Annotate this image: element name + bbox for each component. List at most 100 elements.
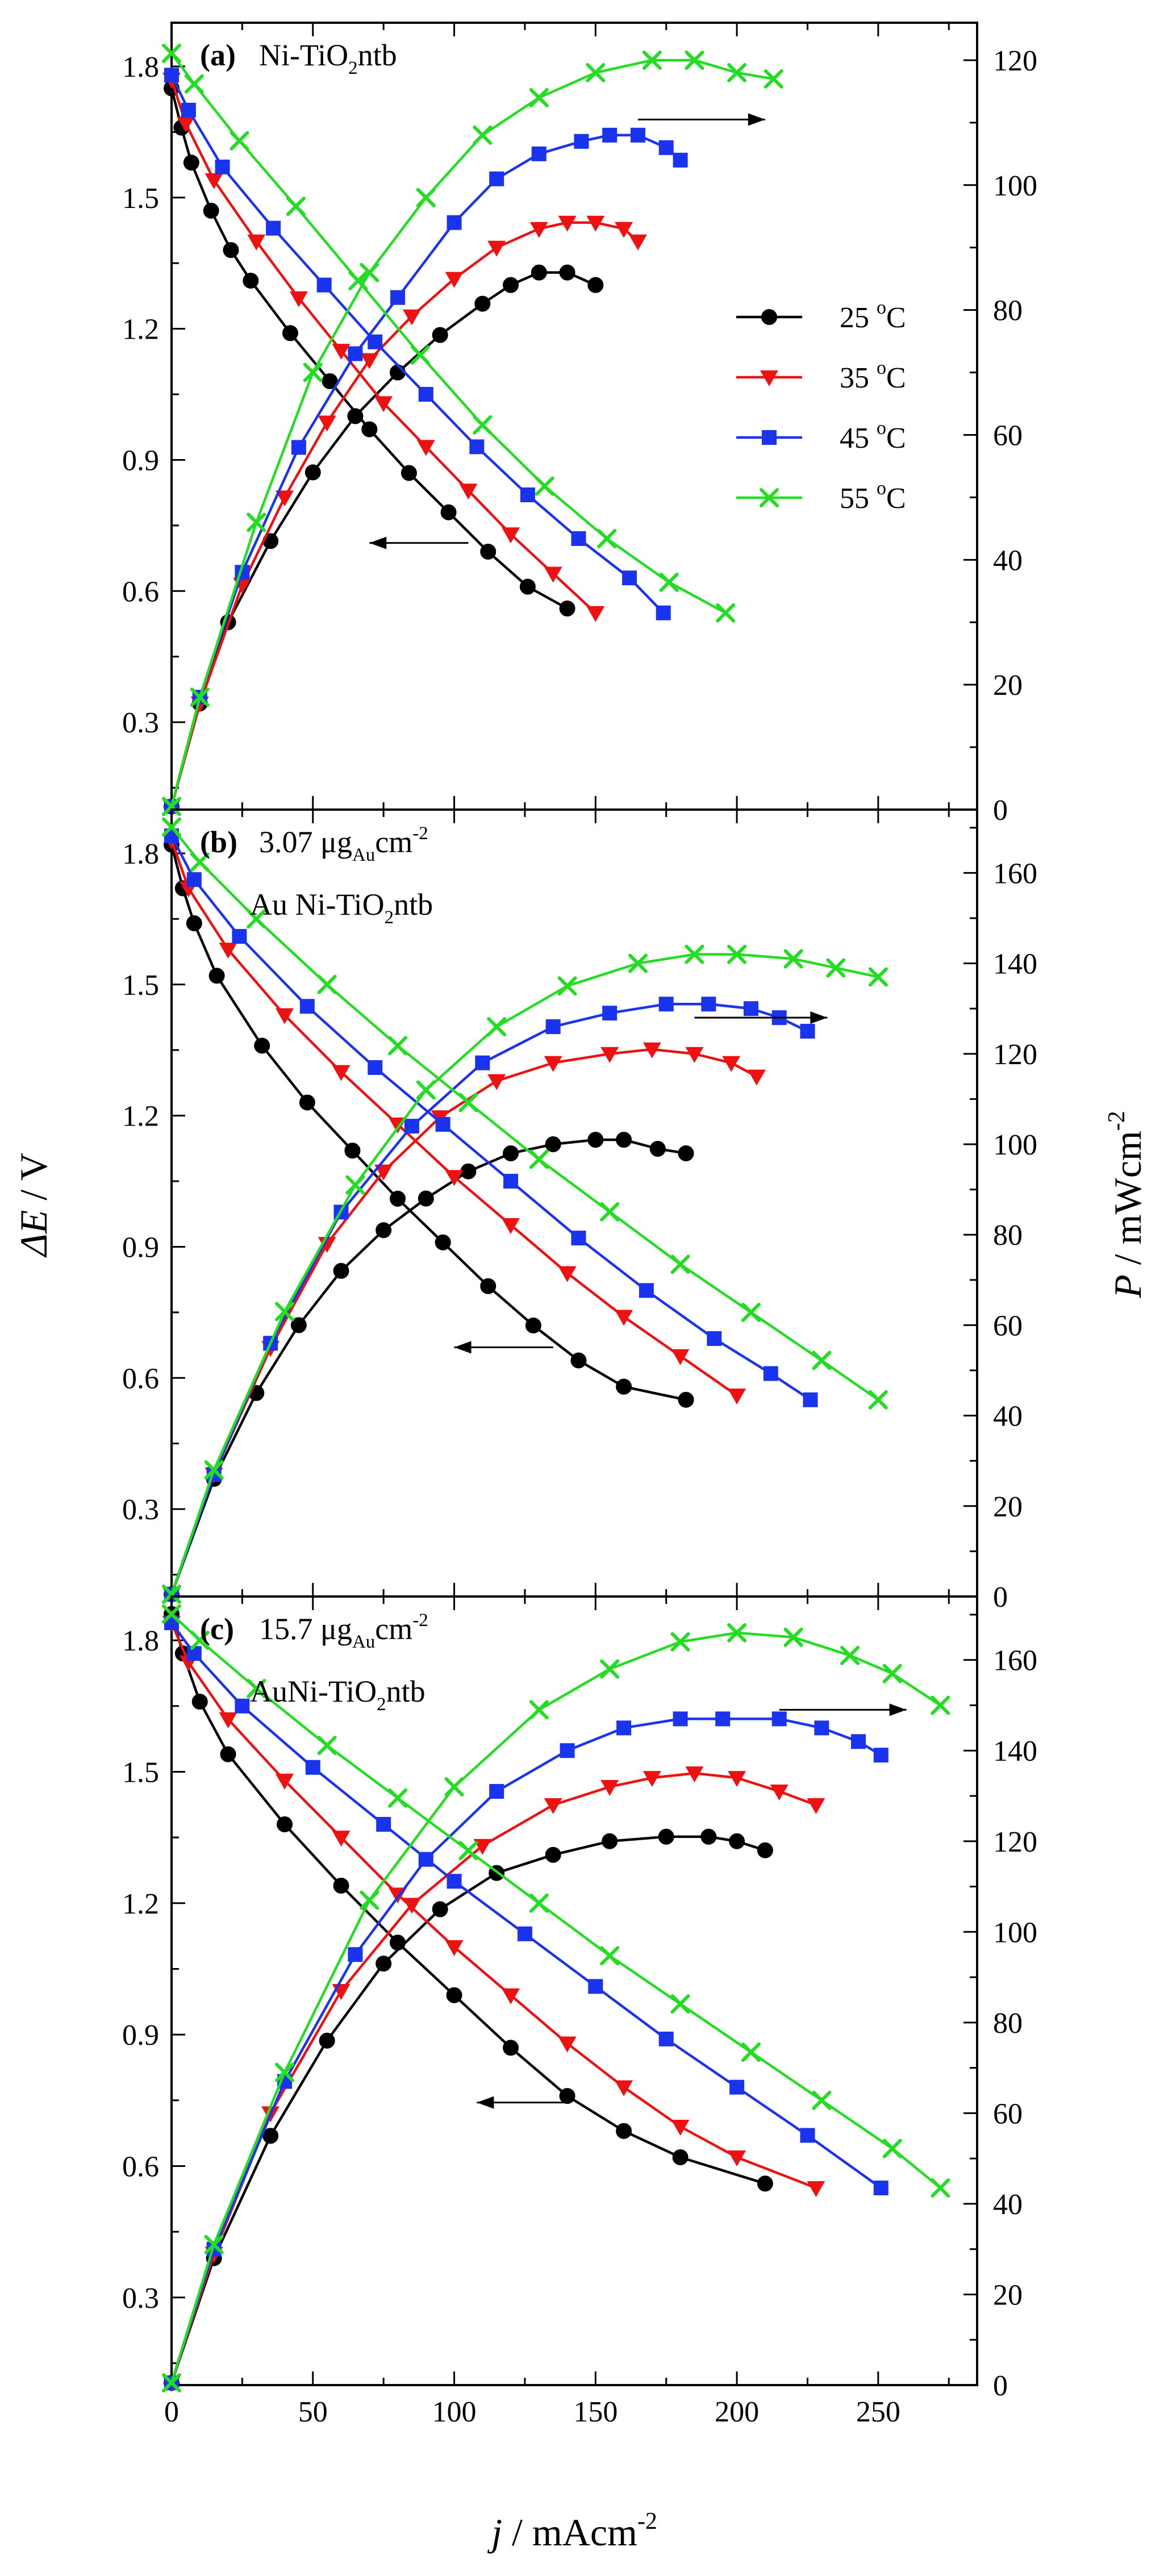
superscript-text: -2 — [1104, 1111, 1130, 1131]
voltage-curve — [170, 840, 738, 1397]
voltage-point — [235, 1698, 250, 1714]
y-left-tick-label: 1.8 — [122, 838, 159, 870]
voltage-point — [480, 1278, 497, 1294]
voltage-point — [186, 872, 202, 887]
voltage-point — [656, 605, 671, 620]
voltage-point — [741, 1302, 761, 1322]
y-right-tick-label: 160 — [993, 1645, 1037, 1677]
legend-label: 45 oC — [840, 418, 906, 455]
voltage-point — [205, 173, 223, 189]
voltage-point — [529, 1893, 549, 1913]
power-point — [757, 1842, 773, 1858]
power-point — [416, 1080, 436, 1100]
y-right-tick-label: 40 — [993, 2189, 1023, 2221]
y-left-tick-label: 0.3 — [122, 707, 159, 739]
voltage-point — [803, 1392, 818, 1407]
power-point — [729, 1833, 745, 1849]
power-point — [262, 2128, 279, 2144]
power-point — [747, 1069, 766, 1086]
y-left-tick-label: 0.9 — [122, 444, 159, 477]
voltage-point — [800, 2128, 815, 2143]
y-left-tick-label: 0.6 — [122, 2150, 159, 2183]
subscript-text: Au — [352, 845, 375, 865]
power-point — [318, 415, 336, 432]
voltage-point — [458, 1093, 478, 1112]
voltage-point — [243, 272, 259, 289]
power-point — [489, 1784, 504, 1799]
power-point — [727, 1623, 747, 1643]
voltage-point — [215, 159, 230, 174]
superscript-text: -2 — [412, 1610, 428, 1631]
power-point — [658, 140, 674, 155]
voltage-point — [728, 1389, 746, 1405]
voltage-point — [374, 396, 393, 412]
power-point — [673, 1711, 688, 1727]
x-tick-label: 0 — [164, 2396, 179, 2428]
voltage-point — [162, 1604, 181, 1624]
arrow-to-left-axis — [454, 1341, 553, 1354]
y-right-tick-label: 60 — [993, 1310, 1023, 1342]
legend-entry: 45 oC — [736, 418, 906, 455]
y-right-tick-label: 160 — [993, 857, 1037, 890]
x-tick-label: 250 — [856, 2396, 900, 2428]
legend-label: 35 oC — [840, 357, 906, 394]
power-point — [347, 408, 364, 424]
voltage-point — [519, 578, 536, 595]
voltage-point — [658, 2031, 674, 2046]
series-55C — [162, 817, 888, 1604]
voltage-point — [807, 2181, 825, 2197]
voltage-point — [473, 415, 493, 435]
y-right-tick-label: 0 — [993, 794, 1008, 827]
voltage-curve — [170, 826, 879, 1401]
voltage-point — [469, 439, 485, 455]
voltage-point — [376, 1816, 391, 1832]
power-point — [445, 272, 464, 288]
superscript-text: -2 — [637, 2508, 657, 2535]
voltage-point — [368, 334, 383, 349]
y-left-tick-label: 0.3 — [122, 1494, 159, 1526]
voltage-point — [299, 1094, 315, 1111]
voltage-point — [597, 528, 617, 548]
power-point — [503, 1145, 519, 1161]
arrow-to-left-axis — [477, 2096, 568, 2109]
voltage-point — [184, 74, 204, 94]
voltage-point — [190, 1631, 210, 1650]
power-point — [348, 346, 363, 361]
power-point — [658, 997, 674, 1012]
y-right-tick-label: 80 — [993, 295, 1023, 327]
legend-entry: 55 oC — [736, 478, 906, 515]
power-point — [602, 127, 618, 143]
voltage-point — [390, 1190, 406, 1207]
legend-marker — [760, 488, 779, 507]
panel-label: (b) — [200, 825, 237, 859]
power-point — [345, 1175, 365, 1195]
power-point — [560, 1743, 575, 1758]
y-right-tick-label: 120 — [993, 1826, 1037, 1858]
voltage-point — [181, 102, 196, 118]
power-point — [783, 949, 803, 969]
power-point — [771, 1711, 787, 1727]
legend-marker — [762, 430, 777, 445]
power-point — [529, 87, 549, 107]
panel-b: 0.3 0.6 0.9 1.2 1.5 1.8 0 20 40 60 80 100 120 140 160 (… — [122, 808, 1037, 1614]
power-point — [851, 1734, 866, 1749]
power-point — [642, 50, 662, 70]
voltage-point — [616, 2123, 632, 2139]
power-point — [276, 490, 294, 507]
voltage-point — [445, 1940, 464, 1956]
power-point — [489, 171, 504, 186]
voltage-point — [812, 1350, 832, 1370]
arrow-to-right-axis — [694, 1011, 828, 1024]
voltage-point — [435, 1234, 451, 1251]
voltage-point — [716, 603, 736, 623]
voltage-point — [480, 544, 497, 560]
voltage-point — [544, 566, 562, 583]
power-point — [460, 1163, 477, 1179]
panel-title-line: Ni-TiO2​ntb — [259, 38, 397, 78]
y-right-tick-label: 80 — [993, 1219, 1023, 1252]
y-left-tick-label: 1.8 — [122, 1625, 159, 1657]
power-point — [402, 309, 421, 326]
power-point — [616, 1720, 632, 1736]
power-point — [447, 215, 462, 230]
